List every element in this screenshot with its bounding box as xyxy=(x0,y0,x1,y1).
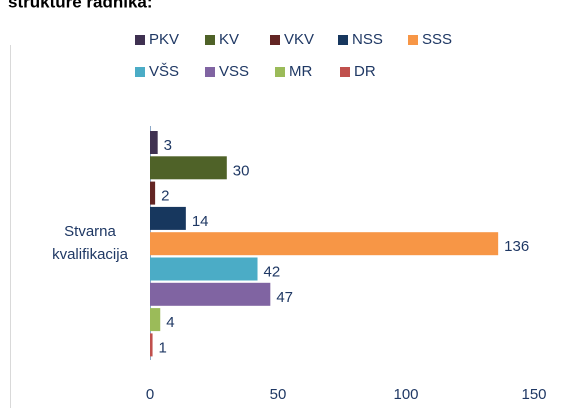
data-label: 30 xyxy=(233,162,250,179)
x-tick-label: 0 xyxy=(146,386,154,403)
legend-label: VKV xyxy=(284,31,314,48)
data-label: 4 xyxy=(166,314,174,331)
bar xyxy=(150,308,161,332)
data-label: 47 xyxy=(276,289,293,306)
data-label: 1 xyxy=(159,339,167,356)
legend-swatch xyxy=(205,67,215,77)
legend-swatch xyxy=(135,35,145,45)
legend-label: VŠS xyxy=(149,63,179,80)
category-label: Stvarna kvalifikacija xyxy=(52,223,128,263)
chart-title: strukture radnika: xyxy=(8,0,153,11)
legend-swatch xyxy=(408,35,418,45)
bar xyxy=(150,333,153,357)
legend-label: SSS xyxy=(422,31,452,48)
legend-label: MR xyxy=(289,63,312,80)
data-label: 136 xyxy=(504,238,529,255)
bar xyxy=(150,257,258,281)
legend-swatch xyxy=(270,35,280,45)
data-label: 3 xyxy=(164,137,172,154)
bar xyxy=(150,156,227,180)
x-tick-label: 100 xyxy=(393,386,418,403)
legend-swatch xyxy=(205,35,215,45)
x-tick-label: 50 xyxy=(270,386,287,403)
legend-swatch xyxy=(338,35,348,45)
bar xyxy=(150,282,271,306)
legend-label: KV xyxy=(219,31,239,48)
data-label: 2 xyxy=(161,188,169,205)
data-label: 14 xyxy=(192,213,209,230)
legend-label: VSS xyxy=(219,63,249,80)
legend-label: PKV xyxy=(149,31,179,48)
bar xyxy=(150,131,158,154)
bar xyxy=(150,181,156,205)
data-label: 42 xyxy=(264,263,281,280)
bar xyxy=(150,232,499,256)
legend-swatch xyxy=(135,67,145,77)
legend-label: DR xyxy=(354,63,376,80)
bar xyxy=(150,206,186,230)
x-tick-label: 150 xyxy=(521,386,546,403)
legend-label: NSS xyxy=(352,31,383,48)
legend-swatch xyxy=(340,67,350,77)
legend-swatch xyxy=(275,67,285,77)
